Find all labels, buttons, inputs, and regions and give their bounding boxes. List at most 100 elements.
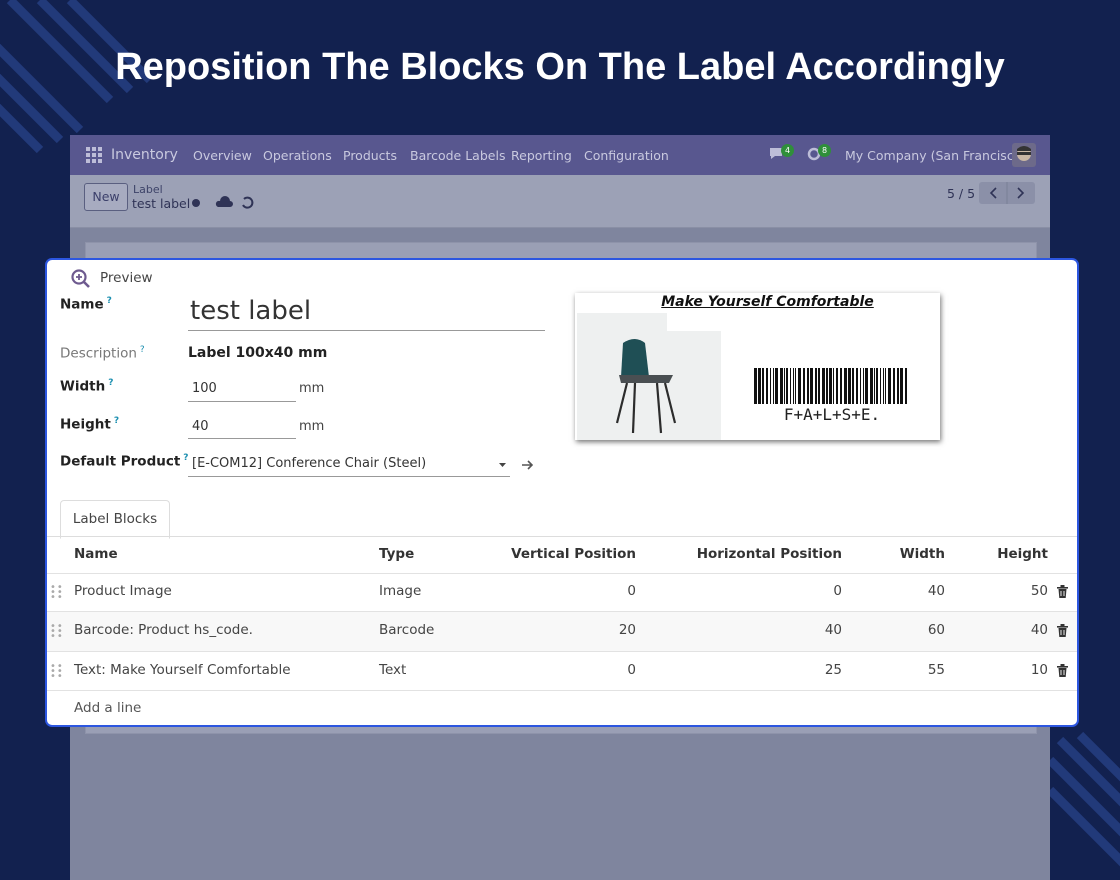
column-header[interactable]: Vertical Position bbox=[511, 546, 636, 562]
pager: 5 / 5 bbox=[947, 186, 976, 201]
menu-item[interactable]: Operations bbox=[263, 148, 332, 163]
control-panel bbox=[70, 175, 1050, 228]
column-header[interactable]: Type bbox=[379, 546, 415, 562]
field-label: Height? bbox=[60, 416, 119, 433]
table-cell[interactable]: Image bbox=[379, 583, 422, 599]
drag-handle[interactable]: •• •• •• bbox=[50, 660, 64, 682]
record-actions[interactable] bbox=[190, 196, 260, 210]
column-header[interactable]: Width bbox=[899, 546, 945, 562]
select-controls[interactable] bbox=[496, 458, 536, 472]
row-border bbox=[47, 611, 1077, 612]
barcode-bar bbox=[770, 368, 771, 404]
headline: Reposition The Blocks On The Label Accor… bbox=[115, 46, 1005, 88]
barcode-bar bbox=[885, 368, 886, 404]
table-cell[interactable]: Text bbox=[379, 661, 407, 678]
field-label-text: Default Product bbox=[60, 453, 181, 470]
help-mark: ? bbox=[139, 345, 145, 355]
menu-item[interactable]: Reporting bbox=[511, 148, 572, 163]
field-label: Default Product? bbox=[60, 453, 189, 470]
barcode-bar bbox=[784, 368, 785, 404]
table-cell[interactable]: 10 bbox=[1030, 661, 1048, 678]
column-header[interactable]: Horizontal Position bbox=[696, 546, 842, 562]
unit: mm bbox=[299, 419, 325, 434]
barcode-bar bbox=[883, 368, 884, 404]
table-cell[interactable]: 55 bbox=[927, 661, 945, 678]
unit: mm bbox=[299, 381, 325, 396]
menu-item[interactable]: Configuration bbox=[584, 148, 669, 163]
table-cell[interactable]: 25 bbox=[824, 661, 842, 678]
barcode-bar bbox=[822, 368, 825, 404]
barcode-bar bbox=[807, 368, 809, 404]
table-cell[interactable]: 0 bbox=[627, 583, 636, 599]
width-input[interactable]: 100 bbox=[192, 381, 217, 396]
menu-item[interactable]: Barcode Labels bbox=[410, 148, 506, 163]
table-cell[interactable]: 0 bbox=[627, 661, 636, 678]
breadcrumb[interactable]: Label bbox=[133, 183, 163, 196]
pager-buttons[interactable] bbox=[979, 182, 1035, 204]
menu-item[interactable]: Overview bbox=[193, 148, 252, 163]
input-underline bbox=[188, 476, 510, 477]
table-cell[interactable]: 20 bbox=[618, 622, 636, 638]
table-cell[interactable]: 60 bbox=[927, 622, 945, 638]
messages-badge: 4 bbox=[781, 144, 794, 157]
barcode-bar bbox=[798, 368, 801, 404]
field-label-text: Name bbox=[60, 296, 104, 313]
product-select[interactable]: [E-COM12] Conference Chair (Steel) bbox=[192, 456, 427, 471]
tab-border bbox=[47, 536, 1077, 537]
table-cell[interactable]: 0 bbox=[833, 583, 842, 599]
barcode-bar bbox=[754, 368, 757, 404]
add-line[interactable]: Add a line bbox=[74, 700, 142, 716]
delete-icon[interactable] bbox=[1057, 585, 1068, 602]
barcode-bar bbox=[818, 368, 820, 404]
barcode-bar bbox=[860, 368, 861, 404]
tab[interactable]: Label Blocks bbox=[60, 500, 170, 539]
preview-button[interactable]: Preview bbox=[100, 270, 153, 286]
barcode-bar bbox=[775, 368, 778, 404]
barcode bbox=[754, 368, 907, 404]
table-cell[interactable]: 50 bbox=[1030, 583, 1048, 599]
barcode-bar bbox=[856, 368, 858, 404]
delete-icon[interactable] bbox=[1057, 663, 1068, 681]
messages-icon[interactable] bbox=[768, 147, 784, 161]
barcode-bar bbox=[815, 368, 817, 404]
menu-item[interactable]: Products bbox=[343, 148, 397, 163]
table-cell[interactable]: Product Image bbox=[74, 583, 172, 599]
table-cell[interactable]: 40 bbox=[927, 583, 945, 599]
input-underline bbox=[188, 401, 296, 402]
product-image bbox=[577, 313, 721, 440]
barcode-bar bbox=[762, 368, 764, 404]
table-cell[interactable]: Barcode bbox=[379, 622, 435, 638]
table-cell[interactable]: 40 bbox=[824, 622, 842, 638]
delete-icon[interactable] bbox=[1057, 624, 1068, 641]
navbar bbox=[70, 135, 1050, 175]
drag-handle[interactable]: •• •• •• bbox=[50, 621, 64, 642]
app-name[interactable]: Inventory bbox=[111, 147, 178, 163]
barcode-bar bbox=[780, 368, 783, 404]
preview-icon[interactable] bbox=[71, 269, 91, 289]
column-header[interactable]: Name bbox=[74, 546, 118, 562]
barcode-bar bbox=[880, 368, 881, 404]
company[interactable]: My Company (San Francisco) bbox=[845, 148, 1027, 163]
drag-handle[interactable]: •• •• •• bbox=[50, 582, 64, 603]
help-mark: ? bbox=[108, 378, 114, 388]
row-border bbox=[47, 690, 1077, 691]
record-name: test label bbox=[132, 196, 191, 211]
barcode-bar bbox=[773, 368, 774, 404]
table-cell[interactable]: Barcode: Product hs_code. bbox=[74, 622, 253, 638]
barcode-bar bbox=[876, 368, 878, 404]
name-input[interactable]: test label bbox=[190, 296, 312, 326]
table-cell[interactable]: 40 bbox=[1030, 622, 1048, 638]
avatar[interactable] bbox=[1012, 143, 1036, 167]
barcode-bar bbox=[863, 368, 864, 404]
barcode-bar bbox=[852, 368, 854, 404]
height-input[interactable]: 40 bbox=[192, 419, 209, 434]
column-header[interactable]: Height bbox=[997, 546, 1048, 562]
table-cell[interactable]: Text: Make Yourself Comfortable bbox=[74, 661, 291, 678]
barcode-bar bbox=[840, 368, 842, 404]
apps-icon[interactable] bbox=[86, 147, 102, 163]
input-underline bbox=[188, 438, 296, 439]
new-button[interactable]: New bbox=[84, 183, 128, 211]
description-value: Label 100x40 mm bbox=[188, 345, 328, 361]
barcode-bar bbox=[786, 368, 788, 404]
field-label-text: Description bbox=[60, 345, 137, 362]
